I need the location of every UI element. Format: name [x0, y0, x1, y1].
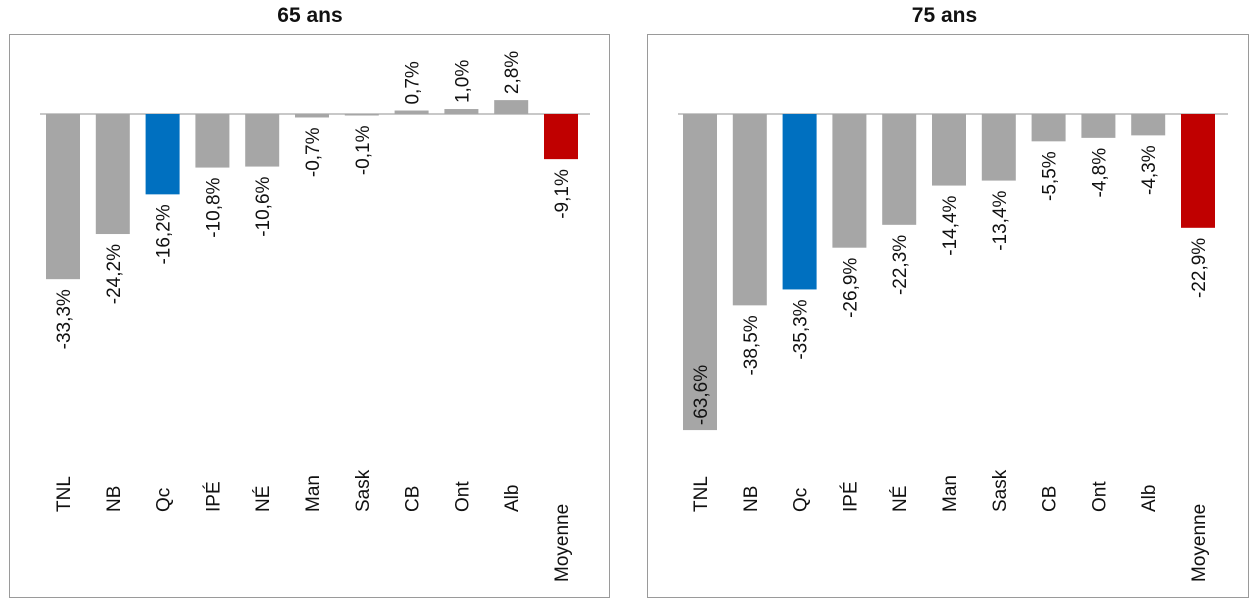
category-label: CB [403, 486, 424, 512]
bar-qc [782, 114, 817, 290]
bar-ont [1081, 114, 1116, 138]
bar-nb [732, 114, 767, 306]
category-label: NÉ [253, 486, 274, 512]
data-label: -35,3% [791, 299, 812, 359]
data-label: -10,8% [203, 177, 224, 237]
category-label: NB [741, 486, 762, 512]
category-label: Qc [791, 488, 812, 512]
chart-title: 75 ans [911, 4, 978, 27]
data-label: -38,5% [741, 315, 762, 375]
data-label: 2,8% [502, 51, 523, 94]
bar-alb [494, 100, 529, 114]
category-label: Ont [452, 481, 473, 512]
data-label: -13,4% [990, 190, 1011, 250]
bar-tnl [46, 114, 80, 280]
bar-moyenne [544, 114, 578, 160]
data-label: -0,7% [303, 127, 324, 177]
category-label: CB [1040, 486, 1061, 512]
bar-tnl [683, 114, 717, 431]
data-label: 1,0% [452, 60, 473, 103]
bar-ont [444, 109, 479, 114]
data-label: -9,1% [552, 169, 573, 219]
category-label: Alb [502, 485, 523, 512]
category-label: NÉ [890, 486, 911, 512]
bar-alb [1131, 114, 1166, 136]
category-label: Ont [1089, 481, 1110, 512]
data-label: -0,1% [353, 125, 374, 175]
data-label: -24,2% [104, 244, 125, 304]
bar-nb [95, 114, 130, 235]
category-label: NB [104, 486, 125, 512]
chart-frame [647, 34, 1249, 598]
data-label: -22,3% [890, 235, 911, 295]
bar-né [882, 114, 917, 225]
category-label: IPÉ [840, 481, 861, 512]
bar-chart-svg: -63,6% TNL -38,5% NB -35,3% Qc -26,9% IPÉ -22,3%… [678, 113, 1228, 582]
chart-65-ans: 65 ans -33,3% TNL -24,2% NB -16,2% Qc -10,8% IP… [0, 0, 620, 600]
data-label: -16,2% [154, 204, 175, 264]
category-label: TNL [691, 476, 712, 512]
category-label: IPÉ [203, 481, 224, 512]
category-label: Moyenne [552, 504, 573, 582]
bar-qc [145, 114, 180, 195]
chart-title: 65 ans [277, 4, 343, 27]
category-label: Sask [353, 469, 374, 512]
data-label: -10,6% [253, 176, 274, 236]
chart-75-ans: 75 ans -63,6% TNL -38,5% NB -35,3% Qc -26,9% IP… [638, 0, 1251, 600]
data-label: -63,6% [691, 365, 712, 425]
category-label: Sask [990, 469, 1011, 512]
bar-chart-svg: -33,3% TNL -24,2% NB -16,2% Qc -10,8% IPÉ -10,6%… [40, 51, 590, 582]
category-label: TNL [54, 476, 75, 512]
category-label: Moyenne [1189, 504, 1210, 582]
category-label: Man [303, 475, 324, 512]
data-label: -26,9% [840, 258, 861, 318]
bar-né [245, 114, 280, 167]
data-label: -22,9% [1189, 238, 1210, 298]
bar-man [295, 114, 329, 118]
category-label: Man [940, 475, 961, 512]
bar-cb [394, 110, 429, 114]
category-label: Qc [154, 488, 175, 512]
data-label: 0,7% [403, 61, 424, 104]
bar-ipé [832, 114, 867, 248]
bar-cb [1031, 114, 1066, 142]
bar-sask [981, 114, 1016, 181]
data-label: -14,4% [940, 195, 961, 255]
data-label: -4,8% [1089, 148, 1110, 198]
bar-ipé [195, 114, 230, 168]
data-label: -33,3% [54, 289, 75, 349]
bar-moyenne [1181, 114, 1215, 228]
category-label: Alb [1139, 485, 1160, 512]
data-label: -5,5% [1040, 151, 1061, 201]
bar-sask [344, 114, 379, 116]
bar-man [932, 114, 966, 186]
chart-frame [9, 34, 610, 598]
data-label: -4,3% [1139, 145, 1160, 195]
